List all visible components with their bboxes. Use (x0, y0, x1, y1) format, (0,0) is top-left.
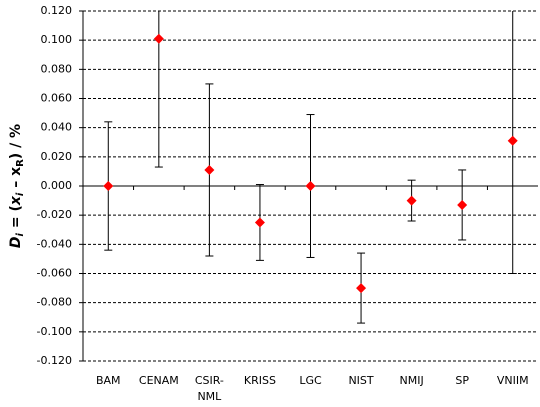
y-axis-label-part: x (8, 195, 24, 206)
data-point (507, 135, 518, 146)
x-tick-label: BAM (95, 374, 121, 387)
y-tick-label: 0.040 (41, 121, 73, 134)
data-point (305, 181, 316, 191)
x-tick-label: VNIIM (496, 374, 529, 387)
data-point (457, 199, 468, 210)
x-tick-label: NMIJ (399, 374, 424, 387)
y-tick-label: 0.060 (41, 92, 73, 105)
x-tick-label: CENAM (138, 374, 179, 387)
plot (103, 11, 518, 324)
y-tick-label: 0.100 (41, 33, 73, 46)
y-tick-label: 0.020 (41, 150, 73, 163)
y-tick-label: -0.040 (37, 237, 72, 250)
y-axis-label-part: i (15, 192, 26, 196)
y-tick-label: -0.060 (37, 267, 72, 280)
y-axis-label-part: D (8, 236, 24, 248)
x-tick-label: CSIR-NML (194, 374, 224, 403)
y-tick-label: -0.120 (37, 354, 72, 367)
y-tick-label: 0.120 (41, 4, 73, 17)
y-axis-label-part: R (15, 159, 26, 167)
data-point (406, 195, 417, 206)
y-tick-label: 0.080 (41, 62, 73, 75)
y-axis-label-part: i (15, 232, 26, 236)
data-point (103, 181, 114, 191)
x-tick-label: SP (455, 374, 469, 387)
data-point (356, 283, 367, 294)
y-axis-label-part: – x (8, 167, 24, 193)
x-tick-label: KRISS (243, 374, 276, 387)
y-tick-label: -0.100 (37, 325, 72, 338)
y-axis-label: Di = (xi – xR) / % (8, 124, 26, 248)
data-point (153, 33, 164, 44)
data-point (204, 164, 215, 175)
y-axis-label-part: = ( (8, 205, 24, 233)
y-tick-label: 0.000 (41, 179, 73, 192)
y-axis-label-part: ) / % (8, 124, 24, 159)
y-tick-label: -0.080 (37, 296, 72, 309)
y-tick-label: -0.020 (37, 208, 72, 221)
x-tick-label: NIST (348, 374, 374, 387)
x-tick-label: LGC (299, 374, 322, 387)
data-point (254, 217, 265, 228)
